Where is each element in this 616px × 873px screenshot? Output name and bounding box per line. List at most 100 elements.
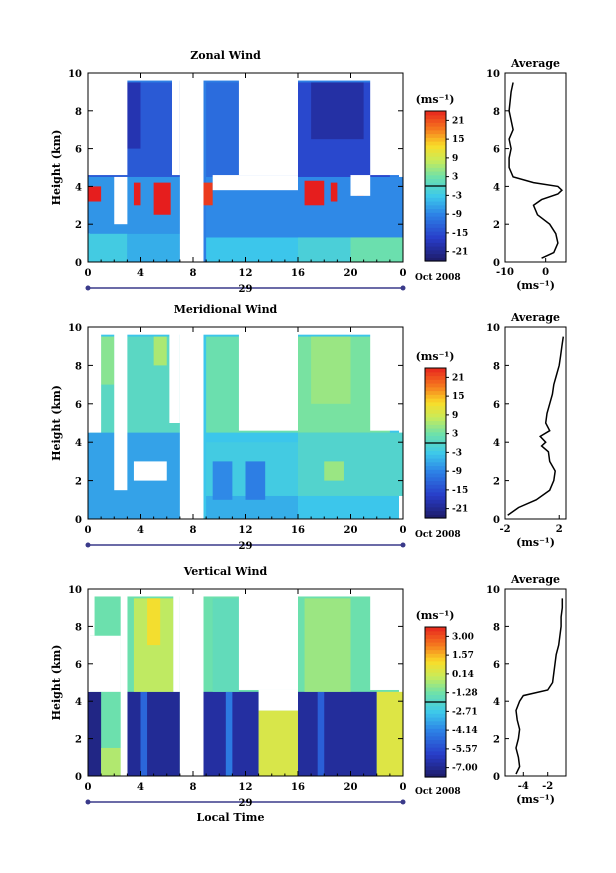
x-tick-label: 20 <box>344 525 358 536</box>
data-cell <box>206 237 298 262</box>
average-x-tick-label: 2 <box>556 524 563 535</box>
colorbar-swatch <box>425 747 446 752</box>
colorbar-swatch <box>425 208 446 213</box>
y-tick-label: 6 <box>75 400 82 411</box>
colorbar-unit: (ms⁻¹) <box>416 609 455 622</box>
data-cell <box>101 336 115 385</box>
data-gap <box>114 327 128 491</box>
x-tick-label: 20 <box>344 268 358 279</box>
data-cell <box>140 691 148 776</box>
average-y-tick-label: 2 <box>493 220 500 231</box>
average-profile-line <box>508 82 563 259</box>
average-x-tick-label: -4 <box>518 781 529 792</box>
data-cell <box>88 233 128 262</box>
x-tick-label: 8 <box>190 782 197 793</box>
colorbar-swatch <box>425 257 446 262</box>
colorbar-swatch <box>425 630 446 636</box>
y-axis-label: Height (km) <box>50 130 63 206</box>
colorbar-swatch <box>425 216 446 221</box>
colorbar-swatch <box>425 627 446 632</box>
colorbar-swatch <box>425 439 446 444</box>
colorbar-swatch <box>425 174 446 180</box>
x-tick-label: 16 <box>291 782 305 793</box>
y-tick-label: 4 <box>75 182 82 193</box>
colorbar-tick-label: -5.57 <box>452 745 478 755</box>
colorbar-swatch <box>425 137 446 142</box>
data-gap <box>258 689 298 711</box>
x-axis-label: Local Time <box>197 811 265 824</box>
colorbar-swatch <box>425 657 446 662</box>
colorbar-swatch <box>425 642 446 647</box>
colorbar-swatch <box>425 458 446 463</box>
x-tick-label: 20 <box>344 782 358 793</box>
data-gap <box>179 327 204 519</box>
colorbar-swatch <box>425 465 446 470</box>
colorbar-tick-label: 3 <box>452 430 458 440</box>
x-tick-label: 12 <box>239 268 253 279</box>
colorbar-swatch <box>425 672 446 677</box>
colorbar-swatch <box>425 368 446 373</box>
x-tick-label: 16 <box>291 268 305 279</box>
average-x-label: (ms⁻¹) <box>516 536 555 549</box>
data-field <box>88 73 403 262</box>
colorbar-swatch <box>425 514 446 519</box>
colorbar: (ms⁻¹) 21 15 9 3 -3 -9 -15 -21 <box>416 350 468 519</box>
data-cell <box>88 186 102 202</box>
colorbar-tick-label: -4.14 <box>452 726 478 736</box>
colorbar-swatch <box>425 739 446 744</box>
colorbar-swatch <box>425 495 446 500</box>
average-y-tick-label: 10 <box>486 585 500 596</box>
colorbar-swatch <box>425 413 446 418</box>
y-tick-label: 10 <box>68 69 82 80</box>
data-cell <box>317 691 325 776</box>
average-x-tick-label: 0 <box>542 267 549 278</box>
colorbar-swatch <box>425 383 446 388</box>
colorbar-swatch <box>425 118 446 123</box>
data-gap <box>350 175 371 196</box>
data-gap <box>88 635 121 692</box>
colorbar-swatch <box>425 649 446 654</box>
data-cell <box>258 710 298 776</box>
average-x-tick-label: -2 <box>499 524 510 535</box>
colorbar-swatch <box>425 653 446 658</box>
x-tick-label: 4 <box>137 268 144 279</box>
colorbar-tick-label: -7.00 <box>452 764 478 774</box>
average-y-tick-label: 0 <box>493 515 500 526</box>
average-x-tick-label: -2 <box>542 781 553 792</box>
colorbar-swatch <box>425 156 446 161</box>
colorbar-swatch <box>425 735 446 741</box>
average-frame <box>504 72 567 263</box>
data-gap <box>88 73 128 176</box>
colorbar-swatch <box>425 186 446 191</box>
y-tick-label: 6 <box>75 660 82 671</box>
colorbar-tick-label: 21 <box>452 373 465 383</box>
average-y-tick-label: 4 <box>493 438 500 449</box>
colorbar: (ms⁻¹) 3.00 1.57 0.14 -1.28 -2.71 -4.14 -5.57 -7… <box>416 609 478 778</box>
date-label: Oct 2008 <box>415 787 461 797</box>
colorbar-swatch <box>425 420 446 425</box>
colorbar-tick-label: -9 <box>452 210 462 220</box>
colorbar-swatch <box>425 189 446 195</box>
colorbar-swatch <box>425 728 446 733</box>
data-cell <box>127 691 180 776</box>
colorbar-swatch <box>425 461 446 467</box>
colorbar-swatch <box>425 660 446 666</box>
x-tick-label: 0 <box>400 525 407 536</box>
colorbar-swatch <box>425 253 446 258</box>
average-profile-line <box>515 598 564 775</box>
data-cell <box>298 691 377 776</box>
colorbar-tick-label: -2.71 <box>452 707 478 717</box>
data-gap <box>212 175 298 191</box>
colorbar-swatch <box>425 446 446 452</box>
colorbar-tick-label: -21 <box>452 505 468 515</box>
data-cell <box>376 691 403 776</box>
y-tick-label: 2 <box>75 220 82 231</box>
colorbar-swatch <box>425 713 446 718</box>
data-cell <box>147 598 161 646</box>
colorbar-swatch <box>425 219 446 225</box>
colorbar-swatch <box>425 223 446 228</box>
